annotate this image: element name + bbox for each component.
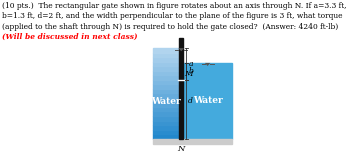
Bar [153,80,179,84]
Bar [153,130,179,134]
Text: a: a [188,60,193,68]
Text: b: b [188,67,193,75]
Bar [153,116,179,121]
Bar [153,71,179,75]
Bar [153,53,179,57]
Polygon shape [178,48,184,51]
Bar [153,102,179,107]
Bar [153,62,179,66]
Text: Water: Water [152,97,181,106]
Text: Water: Water [193,96,223,105]
Bar [153,57,179,62]
Bar [153,107,179,111]
Polygon shape [205,63,210,66]
Text: (Will be discussed in next class): (Will be discussed in next class) [1,33,137,41]
Text: (applied to the shaft through N) is required to hold the gate closed?  (Answer: : (applied to the shaft through N) is requ… [1,23,338,31]
Text: M: M [184,70,193,78]
Bar [183,63,232,139]
Text: b=1.3 ft, d=2 ft, and the width perpendicular to the plane of the figure is 3 ft: b=1.3 ft, d=2 ft, and the width perpendi… [1,12,342,20]
Bar [153,93,179,98]
Bar [153,121,179,125]
Bar [153,139,232,144]
Text: N: N [177,144,185,152]
Bar [153,66,179,71]
Bar [153,111,179,116]
Text: (10 pts.)  The rectangular gate shown in figure rotates about an axis through N.: (10 pts.) The rectangular gate shown in … [1,2,346,10]
Bar [153,98,179,102]
Bar [153,84,179,89]
Bar [153,134,179,139]
Bar [179,38,183,139]
Bar [153,75,179,80]
Bar [153,48,179,53]
Bar [153,89,179,93]
Text: d: d [188,97,193,105]
Bar [153,125,179,130]
